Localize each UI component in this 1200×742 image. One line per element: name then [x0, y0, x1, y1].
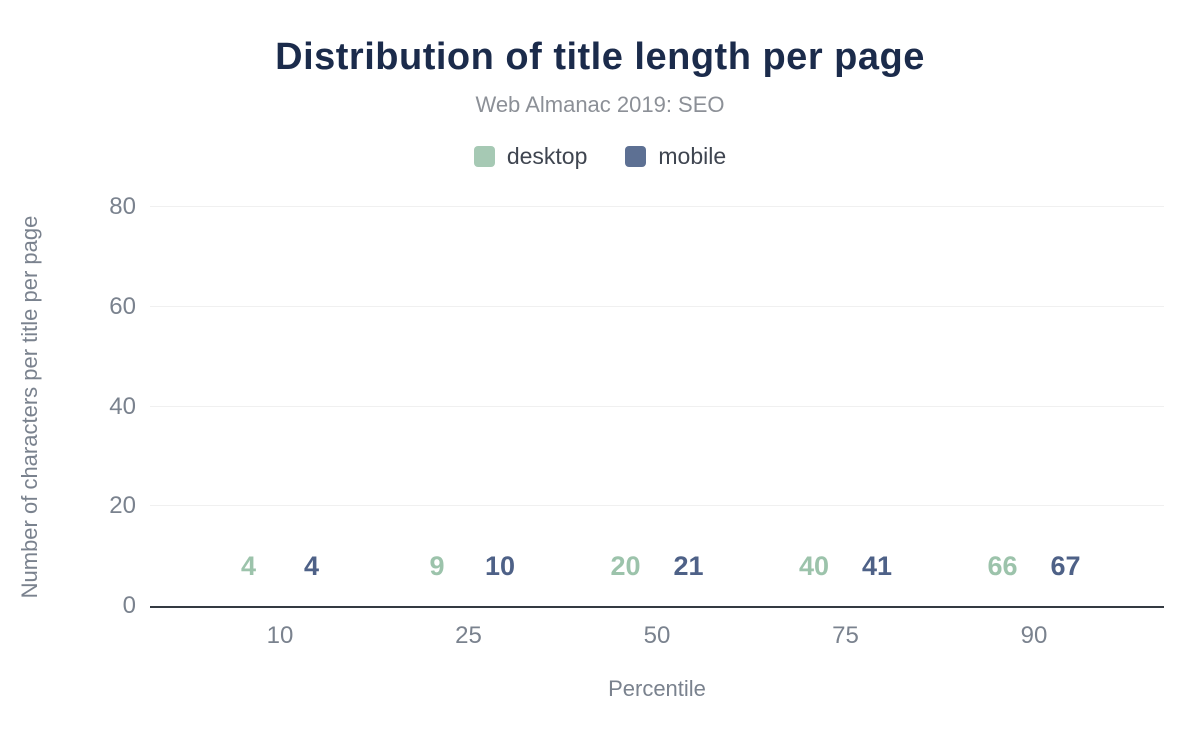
- gridline-40: [150, 405, 1164, 407]
- y-tick-40: 40: [109, 392, 136, 420]
- bar-value-desktop-90: 66: [987, 551, 1018, 581]
- chart-subtitle: Web Almanac 2019: SEO: [475, 92, 725, 117]
- gridline-20: [150, 505, 1164, 507]
- y-tick-0: 0: [122, 592, 136, 619]
- bar-value-desktop-10: 4: [240, 551, 257, 581]
- legend-label-desktop: desktop: [506, 143, 588, 169]
- gridline-80: [150, 206, 1164, 207]
- legend-item-desktop: desktop: [473, 143, 588, 170]
- legend-swatch-mobile: [625, 146, 647, 167]
- chart-title: Distribution of title length per page: [275, 36, 925, 78]
- y-axis-title: Number of characters per title per page: [17, 215, 42, 599]
- bar-value-mobile-10: 4: [303, 551, 320, 581]
- x-tick-50: 50: [643, 622, 671, 649]
- bar-value-desktop-25: 9: [429, 551, 445, 581]
- bar-value-mobile-25: 10: [484, 551, 516, 581]
- legend-item-mobile: mobile: [625, 143, 726, 170]
- x-tick-90: 90: [1020, 622, 1048, 649]
- legend: desktop mobile: [0, 143, 1200, 170]
- legend-label-mobile: mobile: [658, 143, 727, 169]
- y-tick-20: 20: [109, 492, 136, 520]
- bar-value-mobile-75: 41: [861, 551, 893, 581]
- gridline-60: [150, 305, 1164, 307]
- y-tick-60: 60: [109, 292, 136, 320]
- x-tick-75: 75: [832, 622, 859, 649]
- legend-swatch-desktop: [473, 146, 495, 167]
- y-tick-80: 80: [109, 193, 136, 220]
- bar-value-mobile-90: 67: [1050, 551, 1081, 581]
- x-tick-10: 10: [266, 622, 294, 649]
- x-axis-title: Percentile: [608, 676, 706, 701]
- bar-value-desktop-75: 40: [798, 551, 830, 581]
- bar-value-desktop-50: 20: [610, 551, 641, 581]
- bar-value-mobile-50: 21: [673, 551, 704, 581]
- plot-area: 0 20 40 60 80 4 4 10 9 10 25 20 21 50 40 41 75 66 67 90: [109, 195, 1164, 648]
- x-tick-25: 25: [455, 622, 482, 649]
